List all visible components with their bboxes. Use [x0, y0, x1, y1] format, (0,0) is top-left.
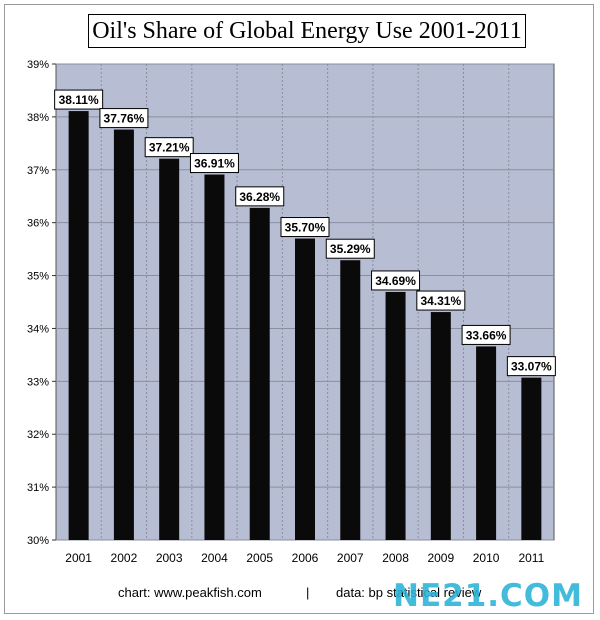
- y-tick-label: 32%: [27, 429, 49, 441]
- y-tick-label: 37%: [27, 165, 49, 177]
- x-tick-label: 2003: [156, 551, 183, 565]
- y-tick-label: 39%: [27, 59, 49, 71]
- data-label-box: [54, 89, 104, 110]
- bar: [476, 346, 497, 540]
- footer-source: data: bp statistical review: [336, 585, 482, 600]
- bar: [385, 291, 406, 540]
- watermark-logo: NE21.COM: [393, 578, 583, 614]
- bar: [113, 129, 134, 541]
- bar: [159, 158, 180, 540]
- y-tick-label: 36%: [27, 218, 49, 230]
- bar: [340, 260, 361, 540]
- x-tick-label: 2009: [427, 551, 454, 565]
- footer-separator: |: [306, 585, 310, 600]
- data-label-box: [416, 290, 466, 311]
- bar: [521, 377, 542, 540]
- x-tick-label: 2007: [337, 551, 364, 565]
- y-tick-label: 31%: [27, 482, 49, 494]
- y-tick-label: 34%: [27, 323, 49, 335]
- data-label-box: [280, 217, 330, 238]
- bar: [249, 207, 270, 540]
- x-tick-label: 2004: [201, 551, 228, 565]
- data-label-box: [99, 108, 149, 129]
- x-tick-label: 2005: [246, 551, 273, 565]
- data-label: 38.11%: [59, 93, 99, 107]
- data-label: 36.28%: [239, 190, 280, 204]
- data-label: 35.29%: [330, 242, 371, 256]
- data-label: 33.66%: [466, 328, 507, 342]
- y-tick-label: 33%: [27, 376, 49, 388]
- x-tick-label: 2008: [382, 551, 409, 565]
- data-label-box: [189, 153, 239, 174]
- y-tick-label: 30%: [27, 535, 49, 547]
- chart-title: Oil's Share of Global Energy Use 2001-20…: [88, 14, 526, 48]
- y-tick-label: 38%: [27, 112, 49, 124]
- data-label: 36.91%: [194, 157, 235, 171]
- bar: [295, 238, 315, 541]
- data-label-box: [235, 186, 285, 207]
- data-label: 37.76%: [104, 112, 145, 126]
- bar: [68, 111, 89, 541]
- data-label: 35.70%: [285, 221, 326, 235]
- bar: [204, 174, 225, 540]
- x-tick-label: 2011: [518, 551, 544, 565]
- y-tick-label: 35%: [27, 271, 49, 283]
- x-tick-label: 2002: [111, 551, 138, 565]
- data-label-box: [461, 324, 511, 345]
- x-tick-label: 2010: [473, 551, 500, 565]
- bar: [430, 312, 451, 540]
- data-label: 37.21%: [149, 141, 190, 155]
- x-tick-label: 2001: [65, 551, 92, 565]
- data-label-box: [325, 238, 375, 259]
- data-label-box: [371, 270, 421, 291]
- data-label: 34.69%: [375, 274, 416, 288]
- chart-title-text: Oil's Share of Global Energy Use 2001-20…: [92, 17, 522, 44]
- footer-credit: chart: www.peakfish.com: [118, 585, 262, 600]
- x-tick-label: 2006: [292, 551, 319, 565]
- data-label-box: [144, 137, 194, 158]
- data-label-box: [506, 356, 556, 377]
- data-label: 34.31%: [420, 294, 461, 308]
- chart-footer: chart: www.peakfish.com | data: bp stati…: [0, 583, 600, 603]
- data-label: 33.07%: [511, 360, 552, 374]
